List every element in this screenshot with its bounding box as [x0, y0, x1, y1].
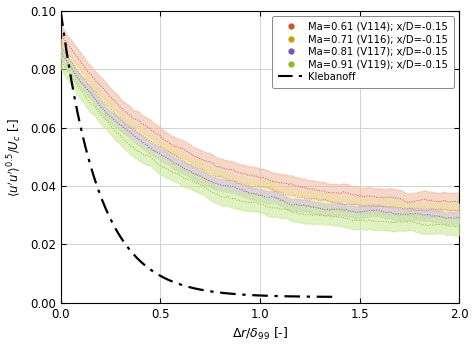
Y-axis label: $\langle u'u' \rangle^{0.5}/U_c$ [-]: $\langle u'u' \rangle^{0.5}/U_c$ [-] — [6, 117, 24, 197]
Legend: Ma=0.61 (V114); x/D=-0.15, Ma=0.71 (V116); x/D=-0.15, Ma=0.81 (V117); x/D=-0.15,: Ma=0.61 (V114); x/D=-0.15, Ma=0.71 (V116… — [272, 16, 454, 88]
X-axis label: $\Delta r/\delta_{99}$ [-]: $\Delta r/\delta_{99}$ [-] — [232, 326, 288, 342]
